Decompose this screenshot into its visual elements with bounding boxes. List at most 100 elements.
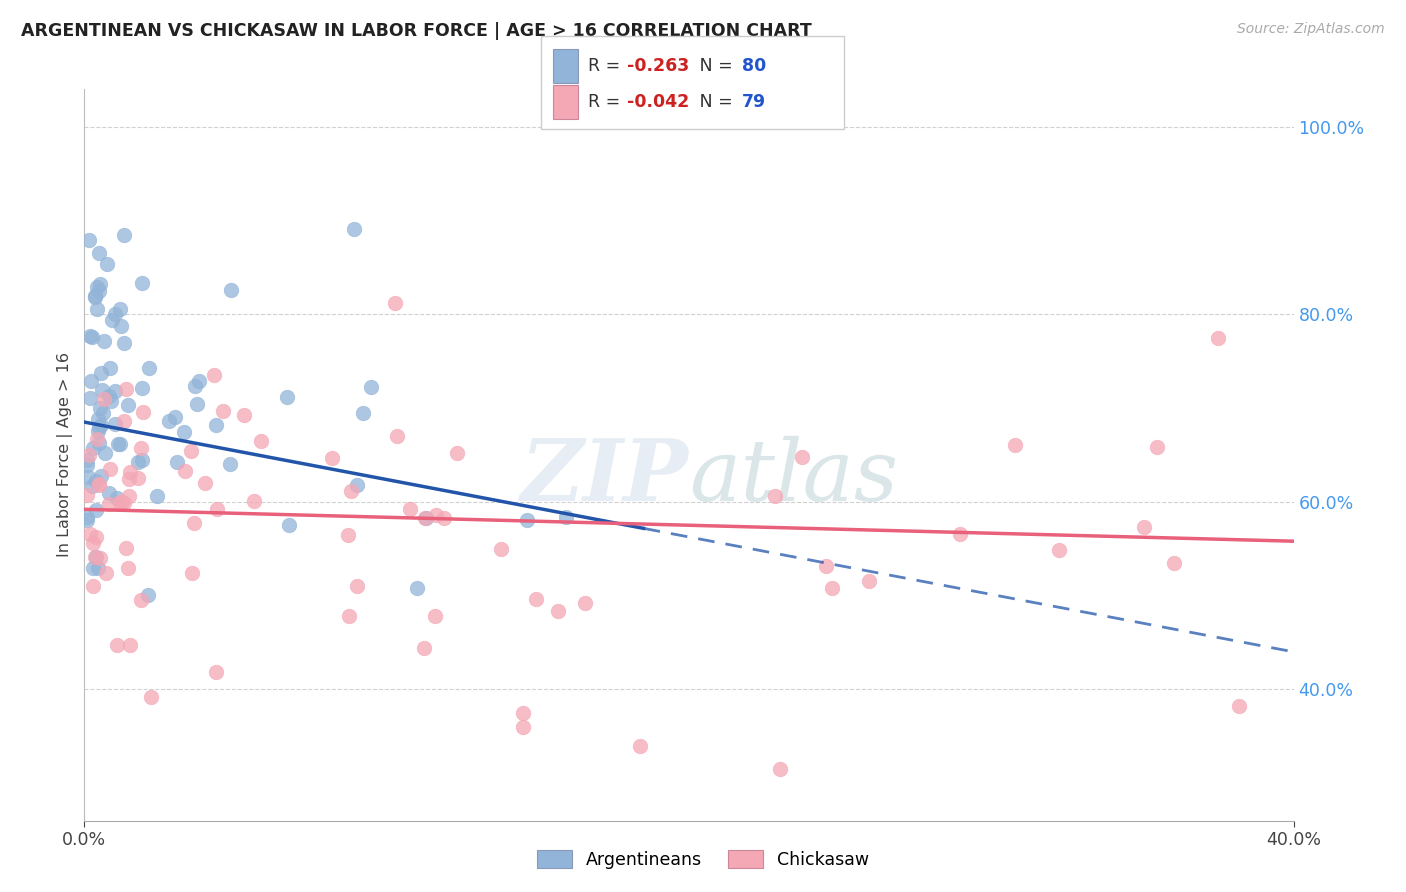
Point xyxy=(86,280,108,294)
Point xyxy=(360,379,382,393)
Point xyxy=(76,458,98,473)
Point xyxy=(76,513,98,527)
Point xyxy=(80,479,103,493)
Point xyxy=(84,503,107,517)
Point xyxy=(76,452,98,467)
Point xyxy=(547,604,569,618)
Point xyxy=(858,574,880,588)
Point xyxy=(207,501,229,516)
Point xyxy=(166,455,188,469)
Point xyxy=(76,488,98,502)
Point xyxy=(425,608,447,623)
Text: atlas: atlas xyxy=(689,435,898,518)
Point xyxy=(86,433,108,447)
Point xyxy=(87,246,110,260)
Text: -0.263: -0.263 xyxy=(627,57,689,75)
Point xyxy=(89,284,111,298)
Point xyxy=(555,510,578,524)
Point xyxy=(821,581,844,595)
Point xyxy=(98,361,121,376)
Point xyxy=(949,527,972,541)
Point xyxy=(97,389,120,403)
Point xyxy=(1049,542,1071,557)
Point xyxy=(212,404,235,418)
Point xyxy=(205,665,228,680)
Point xyxy=(90,418,112,433)
Text: 80: 80 xyxy=(742,57,766,75)
Point xyxy=(98,462,121,476)
Point xyxy=(181,566,204,580)
Point xyxy=(87,476,110,491)
Text: ZIP: ZIP xyxy=(522,435,689,518)
Point xyxy=(628,739,651,753)
Point xyxy=(87,412,110,426)
Point xyxy=(127,455,149,469)
Point xyxy=(117,398,139,412)
Point xyxy=(82,561,104,575)
Point xyxy=(89,435,111,450)
Point xyxy=(512,706,534,720)
Point xyxy=(433,511,456,525)
Point xyxy=(157,414,180,428)
Point xyxy=(194,476,217,491)
Point xyxy=(76,509,98,524)
Point xyxy=(173,464,195,478)
Legend: Argentineans, Chickasaw: Argentineans, Chickasaw xyxy=(530,844,876,876)
Point xyxy=(82,330,104,344)
Text: N =: N = xyxy=(683,93,738,111)
Point xyxy=(1004,438,1026,452)
Point xyxy=(337,608,360,623)
Point xyxy=(118,465,141,479)
Point xyxy=(104,417,127,431)
Point xyxy=(250,434,273,448)
Point xyxy=(108,437,131,451)
Point xyxy=(218,457,240,471)
Point xyxy=(512,720,534,734)
Point xyxy=(406,581,429,595)
Point xyxy=(104,384,127,398)
Point xyxy=(413,510,436,524)
Point xyxy=(89,478,111,492)
Point xyxy=(127,471,149,485)
Point xyxy=(84,530,107,544)
Point xyxy=(516,513,538,527)
Point xyxy=(131,593,153,607)
Point xyxy=(93,392,115,407)
Point xyxy=(77,233,100,247)
Point xyxy=(114,382,136,396)
Point xyxy=(89,401,111,415)
Point xyxy=(574,596,596,610)
Point xyxy=(94,446,117,460)
Point xyxy=(1227,698,1250,713)
Point xyxy=(1132,520,1154,534)
Point xyxy=(165,410,187,425)
Point xyxy=(131,442,153,456)
Point xyxy=(82,536,104,550)
Point xyxy=(111,494,134,508)
Point xyxy=(763,489,786,503)
Point xyxy=(89,277,111,291)
Point xyxy=(815,559,838,574)
Point xyxy=(321,450,343,465)
Point xyxy=(90,469,112,483)
Point xyxy=(112,227,135,242)
Text: -0.042: -0.042 xyxy=(627,93,689,111)
Point xyxy=(97,485,120,500)
Point xyxy=(94,566,117,580)
Point xyxy=(398,501,420,516)
Point xyxy=(115,541,138,556)
Point xyxy=(118,490,141,504)
Point xyxy=(342,222,364,236)
Point xyxy=(413,641,436,656)
Point xyxy=(340,483,363,498)
Point xyxy=(91,406,114,420)
Point xyxy=(110,495,132,509)
Point xyxy=(141,690,163,705)
Point xyxy=(86,560,108,574)
Point xyxy=(104,307,127,321)
Point xyxy=(384,296,406,310)
Text: N =: N = xyxy=(683,57,738,75)
Point xyxy=(415,511,437,525)
Point xyxy=(180,443,202,458)
Point xyxy=(93,334,115,348)
